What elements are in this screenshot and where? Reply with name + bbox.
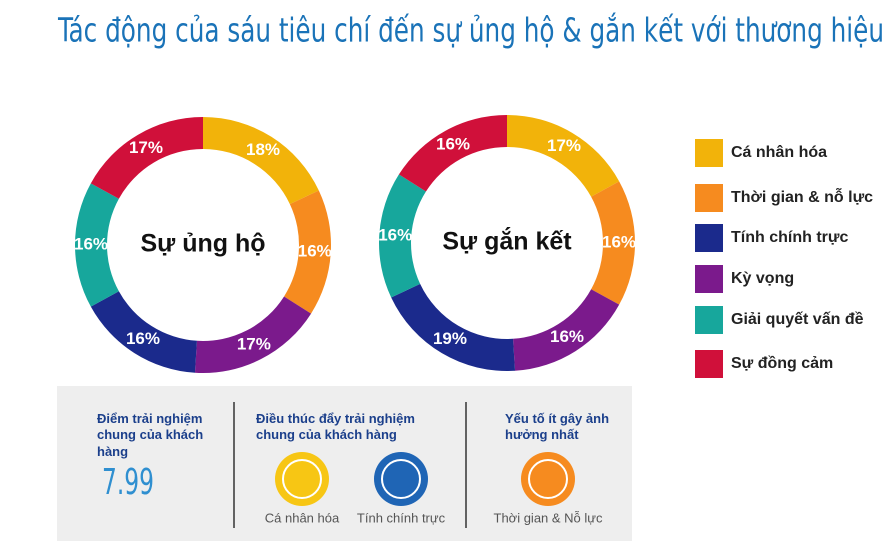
icon-ring <box>528 459 568 499</box>
icon-label: Cá nhân hóa <box>265 510 340 525</box>
donut-slice <box>194 296 312 374</box>
panel-text: Yếu tố ít gây ảnh hưởng nhất <box>505 411 610 443</box>
donut-slice <box>90 291 197 373</box>
slice-label: 18% <box>246 140 280 159</box>
title: Tác động của sáu tiêu chí đến sự ủng hộ … <box>57 11 884 50</box>
panel-heading: Điểm trải nghiệm chung của khách hàng <box>97 411 204 459</box>
center-label: Sự gắn kết <box>442 226 572 256</box>
slice-label: 16% <box>126 329 160 348</box>
icon-ring <box>282 459 322 499</box>
slice-label: 19% <box>433 329 467 348</box>
legend-swatch <box>695 184 723 212</box>
donut-slice <box>591 181 635 305</box>
legend-label: Cá nhân hóa <box>731 144 827 161</box>
legend-label: Thời gian & nỗ lực <box>731 187 873 206</box>
legend-swatch <box>695 224 723 252</box>
donut-slice <box>75 183 119 307</box>
donut-slice <box>398 115 507 192</box>
panel-text: Điều thúc đẩy trải nghiệm chung của khác… <box>256 411 415 443</box>
center-label: Sự ủng hộ <box>140 230 265 258</box>
legend-swatch <box>695 139 723 167</box>
slice-label: 16% <box>298 242 332 261</box>
donut-slice <box>513 289 620 371</box>
legend-label: Tính chính trực <box>731 229 848 246</box>
donut-slice <box>90 117 203 199</box>
legend-label: Giải quyết vấn đề <box>731 311 864 328</box>
panel-text: Điểm trải nghiệm chung của khách hàng <box>97 411 204 459</box>
icon-label: Thời gian & Nỗ lực <box>494 510 603 525</box>
slice-label: 16% <box>436 134 470 153</box>
icon-ring <box>381 459 421 499</box>
legend-swatch <box>695 306 723 334</box>
legend-label: Sự đồng cảm <box>731 355 833 372</box>
slice-label: 16% <box>602 232 636 251</box>
legend-swatch <box>695 350 723 378</box>
icon-label: Tính chính trực <box>357 510 446 525</box>
slice-label: 17% <box>237 334 271 353</box>
donut-slice <box>507 115 620 197</box>
slice-label: 16% <box>378 225 412 244</box>
legend-swatch <box>695 265 723 293</box>
slice-label: 16% <box>550 327 584 346</box>
slice-label: 16% <box>74 234 108 253</box>
donut-slice <box>379 174 426 298</box>
panel-heading: Yếu tố ít gây ảnh hưởng nhất <box>505 411 610 443</box>
donut-slice <box>284 190 331 314</box>
slice-label: 17% <box>547 136 581 155</box>
score: 7.99 <box>102 462 154 503</box>
slice-label: 17% <box>129 138 163 157</box>
donut-slice <box>391 283 516 372</box>
legend-label: Kỳ vọng <box>731 270 794 287</box>
panel-heading: Điều thúc đẩy trải nghiệm chung của khác… <box>256 411 415 443</box>
donut-slice <box>203 117 319 205</box>
